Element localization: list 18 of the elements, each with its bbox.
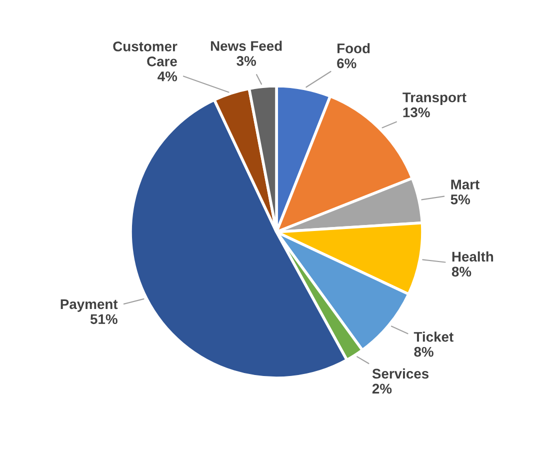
data-label: 5% [450, 194, 470, 204]
data-label: 8% [452, 266, 472, 277]
slice-label: News Feed [210, 40, 282, 51]
data-label: 6% [337, 58, 356, 68]
slice-label: Food [338, 43, 370, 54]
slice-label: Ticket [414, 332, 454, 342]
data-label: 13% [403, 107, 430, 118]
slice-label: Services [372, 368, 429, 379]
slice-label: Transport [402, 92, 466, 106]
slice-label: Payment [60, 299, 118, 312]
data-label: 8% [414, 346, 434, 357]
slice-label: Customer Care [113, 42, 178, 66]
slice-label: Mart [451, 180, 480, 190]
data-label: 51% [90, 314, 118, 324]
data-label: 4% [158, 71, 178, 82]
slice-label: Health [452, 251, 494, 262]
data-label: 3% [236, 56, 256, 66]
data-label: 2% [372, 384, 392, 394]
